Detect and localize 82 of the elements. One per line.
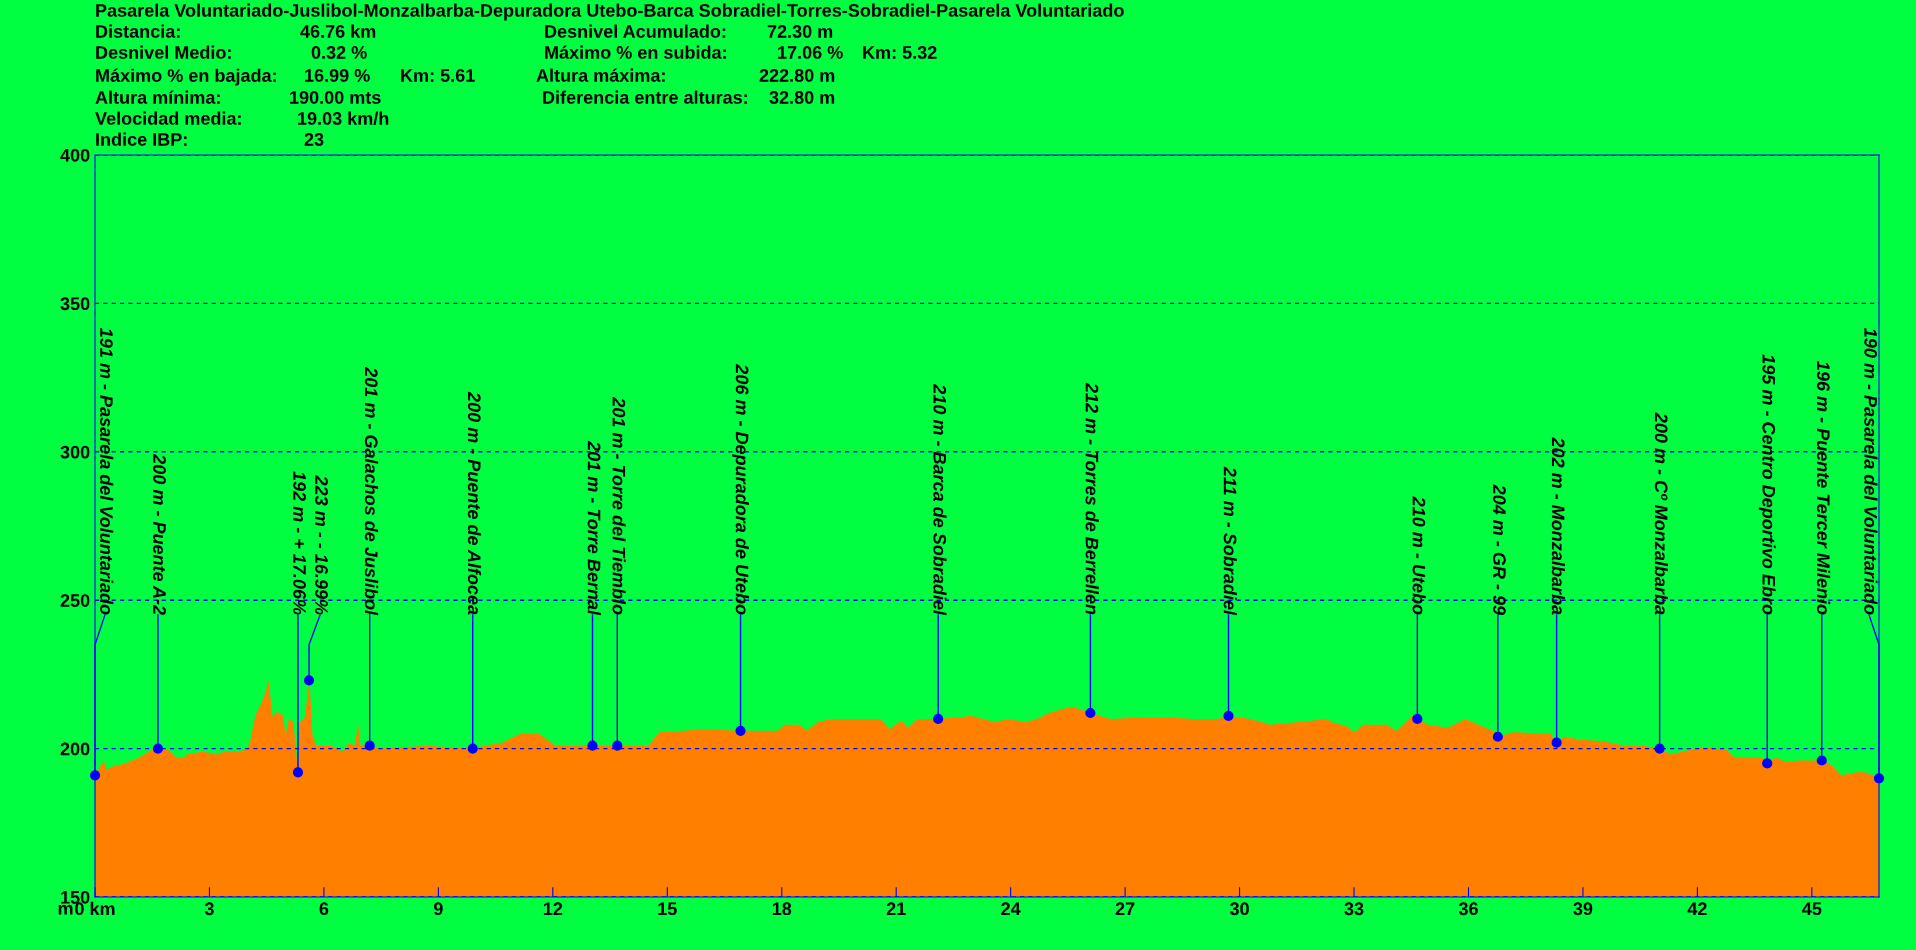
annotation: 212 m - Torres de Berrellen (1085, 382, 1099, 615)
text: Máximo % en subida: (545, 45, 726, 59)
point (467, 743, 478, 754)
x-tick-label: 12 (543, 902, 563, 915)
point (587, 740, 598, 751)
x-tick-label: 39 (1573, 902, 1593, 916)
x-tick-label: 18 (772, 902, 792, 916)
annotation: 211 m - Sobradiel (1223, 466, 1237, 616)
text: 222.80 m (759, 69, 835, 82)
annotation: 202 m - Monzalbarba (1551, 437, 1566, 615)
text: 19.03 km/h (298, 111, 389, 126)
annotation: 201 m - Galachos de Juslibol (364, 366, 379, 616)
y-tick-label: 350 (60, 297, 90, 311)
annotation: 200 m - Puente de Alfocea (467, 391, 482, 615)
point (1654, 743, 1665, 754)
point (364, 740, 375, 751)
text: Distancia: (96, 24, 180, 38)
annotation: 201 m - Torre del Tiemblo (612, 397, 626, 615)
point (612, 740, 623, 751)
annotation: 206 m - Depuradora de Utebo (732, 363, 749, 615)
text: Km: 5.61 (401, 69, 475, 82)
annotation: 200 m - Puente A-2 (153, 453, 166, 615)
point (1816, 755, 1827, 766)
x-tick-label: 6 (319, 902, 329, 916)
y-tick-label: 200 (60, 742, 90, 756)
x-tick-label: 27 (1115, 902, 1135, 915)
point (292, 767, 304, 778)
annotation: 191 m - Pasarela del Voluntariado (100, 328, 114, 615)
annotation: 223 m - - 16.99% (315, 475, 328, 615)
y-tick-label: 250 (60, 594, 90, 607)
text: Diferencia entre alturas: (543, 90, 747, 104)
point (1223, 710, 1234, 722)
annotation: 196 m - Puente Tercer Milenio (1816, 361, 1831, 615)
point (933, 713, 944, 725)
annotation: 200 m - Cº Monzalbarba (1654, 412, 1669, 615)
text: Desnivel Medio: (96, 45, 231, 59)
x-tick-label: 42 (1687, 902, 1707, 915)
point (1551, 737, 1562, 748)
text: Km: 5.32 (863, 46, 937, 59)
text: 72.30 m (767, 25, 833, 38)
point (1412, 713, 1423, 725)
annotation: 190 m - Pasarela del Voluntariado (1864, 328, 1878, 615)
y-tick-label: 300 (60, 445, 90, 459)
point (1492, 731, 1503, 742)
x-tick-label: 9 (433, 902, 443, 916)
annotation: 201 m - Torre Bernal (587, 440, 601, 616)
annotation: 210 m - Utebo (1412, 496, 1426, 615)
text: 32.80 m (769, 91, 835, 104)
x-tick-label: 3 (204, 902, 214, 916)
point (1762, 758, 1773, 769)
text: 0.32 % (311, 46, 367, 59)
text: 17.06 % (778, 46, 843, 59)
text: 46.76 km (300, 24, 376, 38)
text: Altura máxima: (536, 68, 665, 82)
annotation: 204 m - GR - 99 (1493, 484, 1506, 615)
point (303, 675, 315, 686)
annotation: 210 m - Barca de Sobradiel (933, 383, 947, 616)
text: Máximo % en bajada: (96, 68, 276, 86)
text: Desnivel Acumulado: (545, 24, 726, 38)
y-axis-title: m (58, 904, 73, 915)
point (1873, 773, 1885, 784)
x-tick-label: 36 (1458, 902, 1478, 916)
y-tick-label: 400 (60, 148, 90, 162)
chart-title: Pasarela Voluntariado-Juslibol-Monzalbarba-Depuradora Utebo-Barca Sobradiel-Torres-Sobradiel-Pasarela Voluntariado (96, 3, 1124, 21)
annotation: 195 m - Centro Deportivo Ebro (1758, 354, 1776, 615)
point (89, 770, 101, 781)
x-tick-label: 30 (1229, 902, 1249, 916)
point (152, 743, 164, 754)
point (1085, 707, 1096, 719)
x-tick-label: 15 (658, 902, 677, 916)
text: Velocidad media: (95, 111, 241, 125)
x-tick-label: 24 (1001, 902, 1021, 915)
x-tick-label: 33 (1344, 902, 1364, 916)
text: 190.00 mts (290, 91, 381, 104)
text: 23 (304, 133, 324, 146)
text: 16.99 % (305, 69, 370, 82)
text: Altura mínima: (95, 90, 220, 104)
x-tick-label: 21 (886, 902, 906, 915)
point (735, 725, 746, 736)
text: Indice IBP: (96, 132, 187, 146)
annotation: 192 m - + 17.06% (293, 471, 306, 615)
x-tick-label: 45 (1802, 902, 1822, 916)
